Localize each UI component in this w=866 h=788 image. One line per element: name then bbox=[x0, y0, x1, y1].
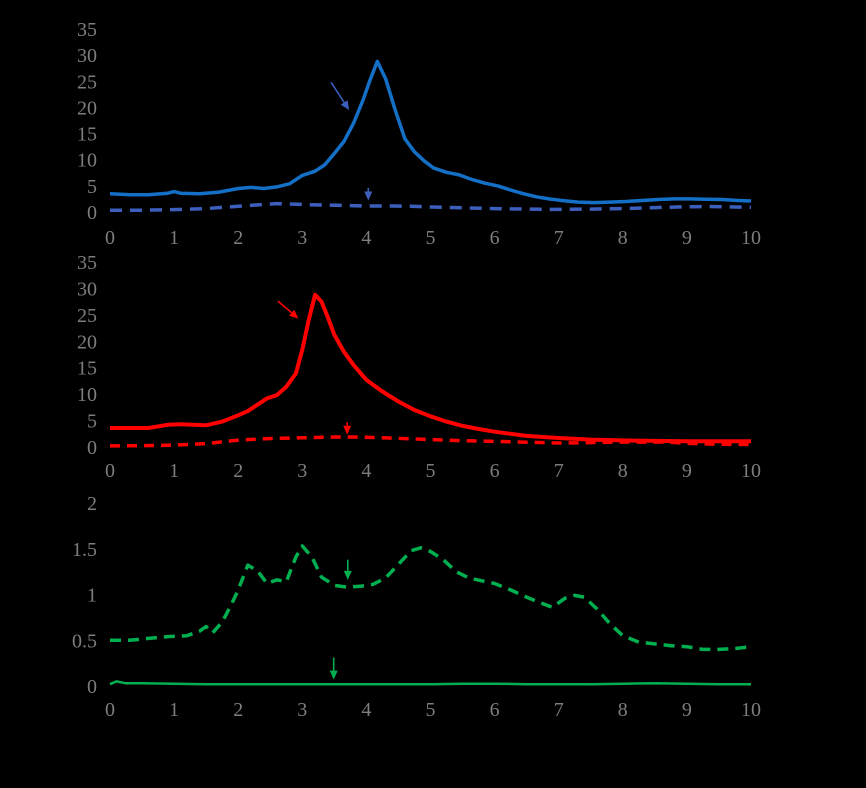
x-tick-label: 3 bbox=[297, 227, 307, 249]
arrow-shaft bbox=[277, 300, 293, 314]
chart-bottom-green: 0 0.5 1 1.5 2 0 1 2 3 4 5 6 7 8 9 10 bbox=[72, 493, 761, 721]
x-tick-label: 10 bbox=[741, 460, 761, 482]
x-tick-label: 6 bbox=[490, 227, 500, 249]
x-tick-label: 2 bbox=[233, 227, 243, 249]
x-tick-label: 8 bbox=[618, 699, 628, 721]
y-tick-label: 35 bbox=[77, 252, 97, 274]
arrow-head-icon bbox=[343, 425, 352, 435]
chart-top-blue-dashed-curve bbox=[110, 201, 752, 212]
chart-bottom-green-arrow-to-solid bbox=[329, 657, 338, 680]
y-tick-label: 0 bbox=[87, 437, 97, 459]
x-tick-label: 2 bbox=[233, 699, 243, 721]
arrow-head-icon bbox=[364, 191, 373, 201]
y-tick-label: 25 bbox=[77, 305, 97, 327]
arrow-head-icon bbox=[340, 100, 350, 110]
y-tick-label: 5 bbox=[87, 176, 97, 198]
x-tick-label: 5 bbox=[426, 227, 436, 249]
x-tick-label: 5 bbox=[426, 699, 436, 721]
x-tick-label: 4 bbox=[361, 227, 371, 249]
y-tick-label: 0 bbox=[87, 202, 97, 224]
x-tick-label: 6 bbox=[490, 460, 500, 482]
y-tick-label: 20 bbox=[77, 97, 97, 119]
arrow-head-icon bbox=[289, 309, 299, 319]
x-tick-label: 7 bbox=[554, 460, 564, 482]
y-tick-label: 1 bbox=[87, 585, 97, 607]
x-tick-label: 8 bbox=[618, 227, 628, 249]
chart-top-blue: 0 5 10 15 20 25 30 35 0 1 2 3 4 5 6 7 8 9 10 bbox=[77, 19, 761, 249]
x-tick-label: 9 bbox=[682, 699, 692, 721]
chart-bottom-green-arrow-to-dashed bbox=[343, 559, 352, 580]
chart-middle-red: 0 5 10 15 20 25 30 35 0 1 2 3 4 5 6 7 8 9 10 bbox=[77, 252, 761, 482]
x-tick-label: 6 bbox=[490, 699, 500, 721]
x-tick-label: 0 bbox=[105, 460, 115, 482]
y-tick-label: 15 bbox=[77, 358, 97, 380]
x-tick-label: 10 bbox=[741, 699, 761, 721]
x-tick-label: 7 bbox=[554, 699, 564, 721]
x-tick-label: 9 bbox=[682, 227, 692, 249]
y-tick-label: 1.5 bbox=[72, 539, 97, 561]
chart-middle-red-dashed-curve bbox=[109, 435, 751, 448]
x-tick-label: 3 bbox=[297, 460, 307, 482]
x-tick-label: 1 bbox=[169, 699, 179, 721]
x-tick-label: 4 bbox=[361, 460, 371, 482]
x-tick-label: 2 bbox=[233, 460, 243, 482]
y-tick-label: 30 bbox=[77, 45, 97, 67]
y-tick-label: 25 bbox=[77, 71, 97, 93]
y-tick-label: 2 bbox=[87, 493, 97, 515]
x-tick-label: 7 bbox=[554, 227, 564, 249]
x-tick-label: 1 bbox=[169, 227, 179, 249]
y-tick-label: 15 bbox=[77, 124, 97, 146]
chart-bottom-green-solid-curve bbox=[109, 680, 751, 686]
y-tick-label: 0 bbox=[87, 676, 97, 698]
y-tick-label: 5 bbox=[87, 411, 97, 433]
x-tick-label: 0 bbox=[105, 227, 115, 249]
x-tick-label: 5 bbox=[426, 460, 436, 482]
y-tick-label: 20 bbox=[77, 331, 97, 353]
y-tick-label: 10 bbox=[77, 150, 97, 172]
x-tick-label: 4 bbox=[361, 699, 371, 721]
y-tick-label: 10 bbox=[77, 384, 97, 406]
x-tick-label: 9 bbox=[682, 460, 692, 482]
x-tick-label: 3 bbox=[297, 699, 307, 721]
x-tick-label: 1 bbox=[169, 460, 179, 482]
x-tick-label: 10 bbox=[741, 227, 761, 249]
chart-middle-red-arrow-to-solid bbox=[277, 300, 299, 319]
chart-top-blue-arrow-to-solid bbox=[330, 81, 350, 110]
arrow-shaft bbox=[330, 81, 345, 103]
chart-top-blue-arrow-to-dashed bbox=[364, 187, 373, 201]
chart-middle-red-solid-curve bbox=[110, 292, 751, 444]
arrow-head-icon bbox=[329, 670, 338, 680]
arrow-head-icon bbox=[343, 570, 352, 580]
y-tick-label: 0.5 bbox=[72, 630, 97, 652]
y-tick-label: 30 bbox=[77, 278, 97, 300]
x-tick-label: 8 bbox=[618, 460, 628, 482]
chart-bottom-green-dashed-curve bbox=[110, 544, 752, 652]
x-tick-label: 0 bbox=[105, 699, 115, 721]
y-tick-label: 35 bbox=[77, 19, 97, 41]
chart-middle-red-arrow-to-dashed bbox=[343, 422, 352, 435]
chart-top-blue-solid-curve bbox=[109, 59, 752, 205]
